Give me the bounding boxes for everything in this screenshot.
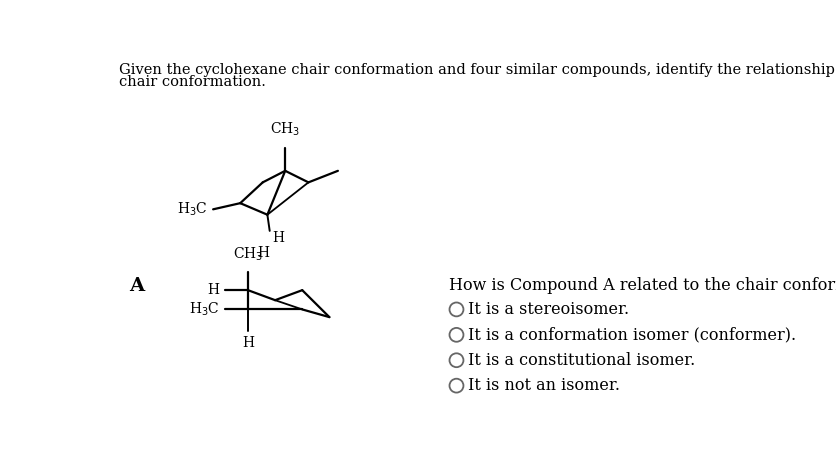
Text: H: H — [242, 337, 253, 350]
Text: H: H — [207, 283, 219, 297]
Text: CH$_3$: CH$_3$ — [232, 246, 263, 263]
Text: It is a stereoisomer.: It is a stereoisomer. — [467, 301, 629, 318]
Text: H: H — [257, 246, 269, 260]
Text: CH$_3$: CH$_3$ — [270, 121, 300, 138]
Text: A: A — [130, 277, 145, 295]
Text: It is a conformation isomer (conformer).: It is a conformation isomer (conformer). — [467, 326, 795, 343]
Text: Given the cyclohexane chair conformation and four similar compounds, identify th: Given the cyclohexane chair conformation… — [119, 63, 836, 77]
Text: H: H — [272, 231, 283, 245]
Text: chair conformation.: chair conformation. — [119, 75, 265, 89]
Text: It is not an isomer.: It is not an isomer. — [467, 377, 619, 394]
Text: How is Compound A related to the chair conformation?: How is Compound A related to the chair c… — [449, 277, 836, 294]
Text: It is a constitutional isomer.: It is a constitutional isomer. — [467, 352, 695, 369]
Text: H$_3$C: H$_3$C — [188, 301, 219, 318]
Text: H$_3$C: H$_3$C — [177, 201, 207, 218]
